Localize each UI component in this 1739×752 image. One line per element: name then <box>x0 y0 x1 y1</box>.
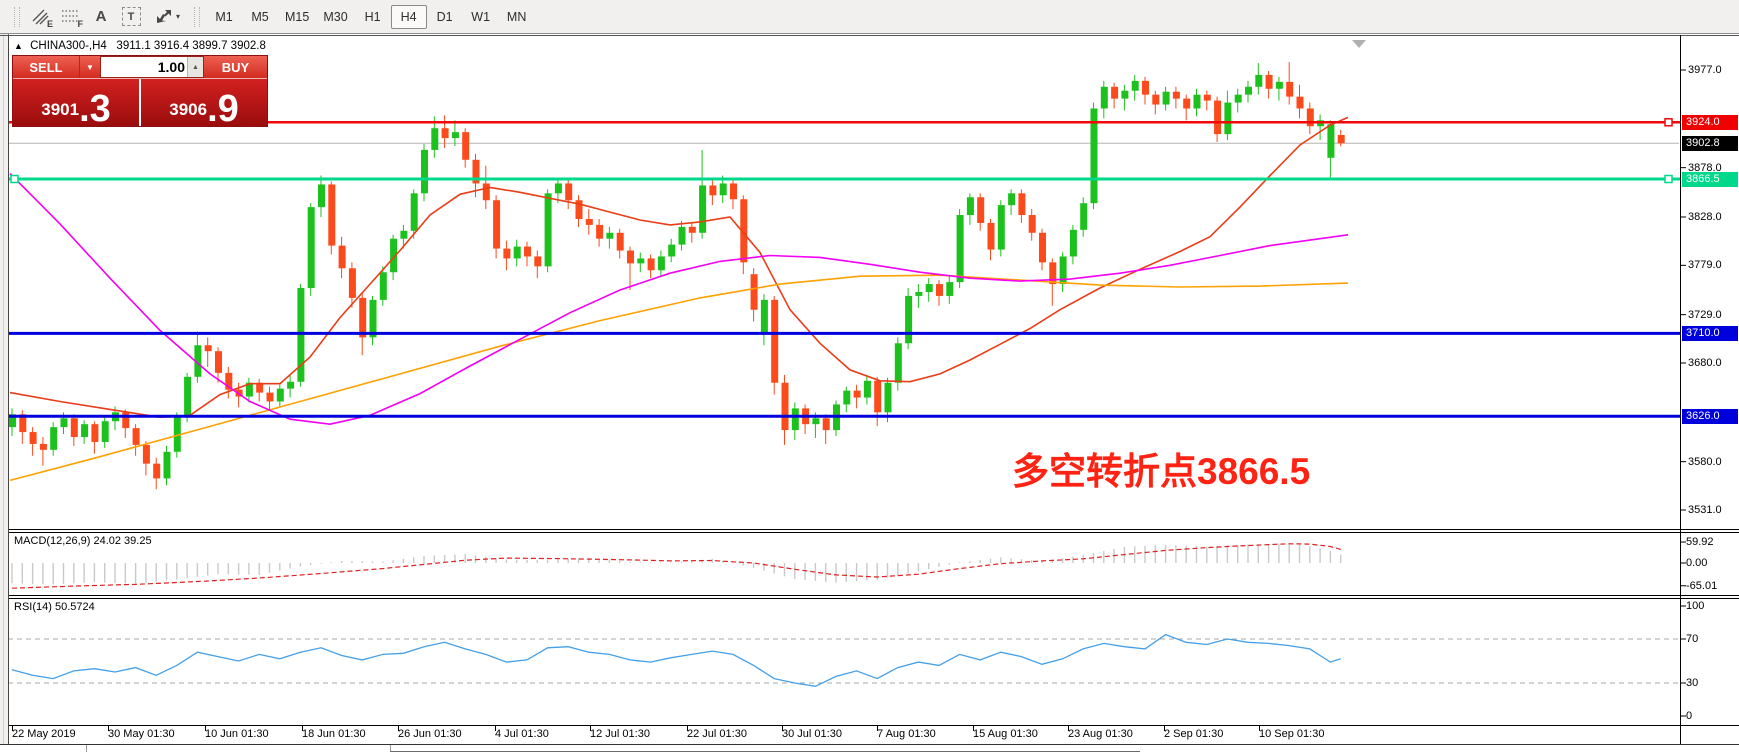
date-tick-label: 2 Sep 01:30 <box>1164 728 1224 740</box>
symbol-header: ▲ CHINA300-,H4 3911.1 3916.4 3899.7 3902… <box>14 40 266 52</box>
line-handle <box>10 174 19 184</box>
candlestick-series <box>9 62 1345 490</box>
date-tick-label: 30 May 01:30 <box>108 728 175 740</box>
timeframe-bar: M1 M5 M15 M30 H1 H4 D1 W1 MN <box>206 4 535 29</box>
text-label-icon[interactable]: A <box>95 8 107 25</box>
timeframe-button-m1[interactable]: M1 <box>215 9 233 24</box>
price-tick-label: 3828.0 <box>1688 211 1722 223</box>
price-tick-label: 3779.0 <box>1688 259 1722 271</box>
date-tick-label: 22 May 2019 <box>12 728 76 740</box>
tool-letter: F <box>77 18 84 29</box>
date-tick-label: 23 Aug 01:30 <box>1068 728 1133 740</box>
chevron-up-icon: ▲ <box>192 63 199 71</box>
toolbar-drag-handle[interactable] <box>14 6 20 27</box>
sell-button[interactable]: SELL <box>29 59 63 75</box>
price-tick-label: 3531.0 <box>1688 504 1722 516</box>
buy-price[interactable]: 3906.9 <box>141 79 267 128</box>
macd-pane <box>11 543 1342 589</box>
date-tick-label: 15 Aug 01:30 <box>973 728 1038 740</box>
text-box-icon[interactable]: T <box>117 4 145 30</box>
chevron-down-icon: ▼ <box>86 62 94 72</box>
symbol-ohlc: 3911.1 3916.4 3899.7 3902.8 <box>116 40 266 52</box>
date-tick-label: 10 Jun 01:30 <box>205 728 269 740</box>
collapse-triangle-icon[interactable]: ▲ <box>14 41 23 51</box>
buy-button[interactable]: BUY <box>221 59 250 75</box>
timeframe-button-h1[interactable]: H1 <box>364 9 381 24</box>
sell-price[interactable]: 3901.3 <box>13 79 139 128</box>
volume-input[interactable] <box>101 59 187 75</box>
toolbar: E F A T ▾ M1 M5 M15 M30 H1 H4 D <box>0 0 1739 34</box>
macd-label: MACD(12,26,9) 24.02 39.25 <box>14 535 152 547</box>
fibonacci-icon[interactable]: F <box>57 4 85 30</box>
rsi-line <box>11 633 1341 687</box>
date-tick-label: 30 Jul 01:30 <box>782 728 842 740</box>
date-tick-label: 4 Jul 01:30 <box>495 728 549 740</box>
price-badge: 3924.0 <box>1682 115 1738 130</box>
chart-tab-strip[interactable] <box>0 745 1739 752</box>
date-tick-label: 7 Aug 01:30 <box>877 728 936 740</box>
rsi-pane <box>8 633 1680 687</box>
symbol-name: CHINA300-,H4 <box>30 40 107 52</box>
price-badge: 3710.0 <box>1682 326 1738 341</box>
magenta-ma <box>9 173 1349 426</box>
price-tick-label: 3878.0 <box>1688 162 1722 174</box>
rsi-label: RSI(14) 50.5724 <box>14 601 95 613</box>
date-tick-label: 26 Jun 01:30 <box>398 728 462 740</box>
macd-tick-label: 59.92 <box>1686 536 1714 548</box>
chevron-down-icon: ▾ <box>175 12 180 21</box>
tool-letter: E <box>46 18 53 29</box>
rsi-tick-label: 100 <box>1686 600 1705 612</box>
price-tick-label: 3580.0 <box>1688 456 1722 468</box>
macd-tick-label: -65.01 <box>1686 580 1718 592</box>
date-tick-label: 12 Jul 01:30 <box>590 728 650 740</box>
annotation-text: 多空转折点3866.5 <box>1012 451 1311 492</box>
tab-separator <box>390 745 391 752</box>
volume-field-wrap: ▲ <box>100 56 204 78</box>
timeframe-button-mn[interactable]: MN <box>506 9 527 24</box>
volume-dropdown-button[interactable]: ▼ <box>79 56 100 78</box>
one-click-trade-panel: SELL ▼ ▲ BUY 3901.3 3906.9 <box>12 55 268 128</box>
timeframe-button-m5[interactable]: M5 <box>251 9 269 24</box>
pane-borders <box>0 35 1739 745</box>
price-tick-label: 3729.0 <box>1688 309 1722 321</box>
cursor-mode-icon[interactable]: ▾ <box>147 4 187 30</box>
price-tick-label: 3977.0 <box>1688 64 1722 76</box>
macd-signal-line <box>11 543 1341 589</box>
price-badge: 3626.0 <box>1682 409 1738 424</box>
date-tick-label: 18 Jun 01:30 <box>302 728 366 740</box>
rsi-tick-label: 0 <box>1686 710 1693 722</box>
timeframe-button-d1[interactable]: D1 <box>436 9 453 24</box>
volume-up-button[interactable]: ▲ <box>187 57 203 77</box>
price-tick-label: 3680.0 <box>1688 357 1722 369</box>
toolbar-separator <box>194 6 200 27</box>
equidistant-channel-icon[interactable]: E <box>27 4 55 30</box>
main-pane <box>9 62 1679 490</box>
date-tick-label: 10 Sep 01:30 <box>1259 728 1325 740</box>
timeframe-button-w1[interactable]: W1 <box>471 9 491 24</box>
price-badge: 3902.8 <box>1682 136 1738 151</box>
chart-shift-marker <box>1352 40 1366 48</box>
timeframe-button-m30[interactable]: M30 <box>323 9 348 24</box>
timeframe-button-h4[interactable]: H4 <box>390 4 427 29</box>
rsi-tick-label: 70 <box>1686 633 1699 645</box>
line-handle <box>1664 174 1673 184</box>
tab-separator <box>86 745 87 752</box>
date-tick-label: 22 Jul 01:30 <box>687 728 747 740</box>
timeframe-button-m15[interactable]: M15 <box>285 9 310 24</box>
macd-tick-label: 0.00 <box>1686 557 1708 569</box>
line-handle <box>1664 118 1673 127</box>
price-badge: 3866.5 <box>1682 172 1738 187</box>
rsi-tick-label: 30 <box>1686 677 1699 689</box>
